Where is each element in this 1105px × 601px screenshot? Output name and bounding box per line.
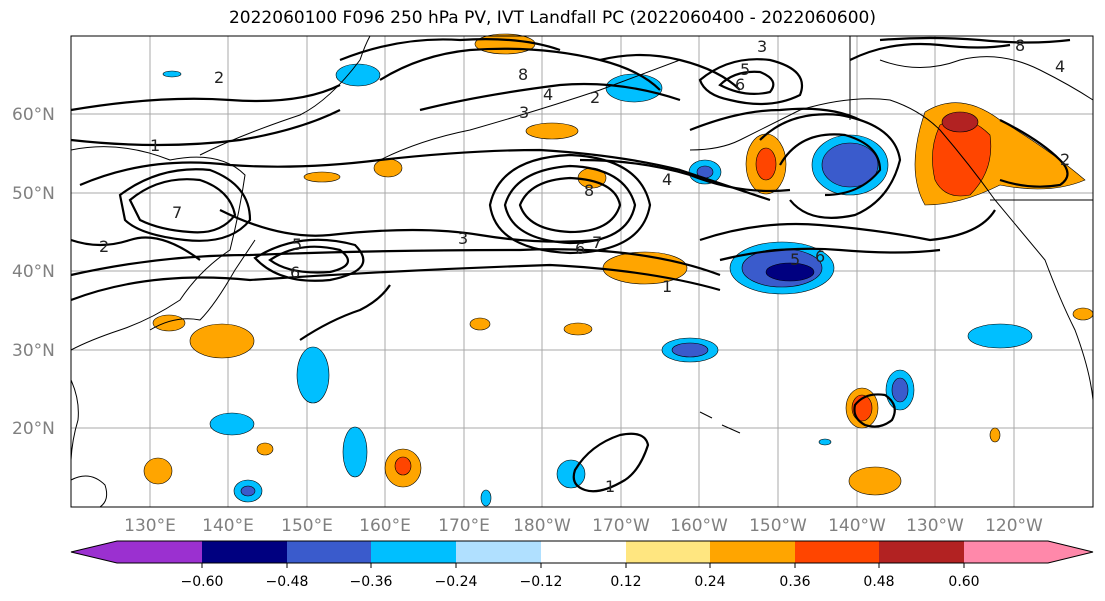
lat-label: 50°N: [12, 184, 55, 204]
lon-label: 150°E: [281, 516, 333, 536]
lat-label: 30°N: [12, 341, 55, 361]
colorbar-tick-label: −0.48: [266, 574, 309, 590]
colorbar-extend-low: [71, 541, 117, 563]
lat-label: 60°N: [12, 105, 55, 125]
contour-label: 7: [172, 203, 182, 222]
contour-label: 5: [740, 60, 750, 79]
lon-label: 130°E: [124, 516, 176, 536]
colorbar-tick-label: 0.60: [948, 574, 979, 590]
graticule: [71, 36, 1093, 507]
lon-label: 170°W: [592, 516, 650, 536]
contour-labels: 2 1 2 7 5 6 3 8 6 7 3 4 2 8 4 5 6 3 5 6 …: [99, 36, 1070, 496]
contour-label: 6: [815, 247, 825, 266]
colorbar-tick-label: 0.12: [610, 574, 641, 590]
lat-label: 20°N: [12, 419, 55, 439]
colorbar-tick-label: −0.60: [181, 574, 224, 590]
contour-label: 4: [662, 170, 672, 189]
colorbar-swatch: [795, 541, 879, 563]
map-frame: [70, 35, 1094, 508]
contour-label: 4: [543, 85, 553, 104]
colorbar-tick-label: −0.12: [520, 574, 563, 590]
contour-label: 3: [519, 103, 529, 122]
colorbar-swatch: [117, 541, 202, 563]
lon-label: 150°W: [749, 516, 807, 536]
colorbar-tick-label: 0.24: [694, 574, 725, 590]
contour-label: 1: [150, 136, 160, 155]
colorbar-swatch: [456, 541, 541, 563]
contour-label: 7: [592, 233, 602, 252]
contour-label: 6: [735, 75, 745, 94]
colorbar-tick-label: 0.48: [863, 574, 894, 590]
lat-label: 40°N: [12, 262, 55, 282]
contour-label: 8: [584, 181, 594, 200]
contour-label: 1: [662, 277, 672, 296]
pv-contours: [70, 36, 1071, 493]
colorbar-swatch: [626, 541, 710, 563]
contour-label: 6: [290, 263, 300, 282]
colorbar-tick-label: −0.24: [435, 574, 478, 590]
colorbar-swatch: [964, 541, 1048, 563]
colorbar: −0.60 −0.48 −0.36 −0.24 −0.12 0.12 0.24 …: [70, 540, 1094, 590]
map-title: 2022060100 F096 250 hPa PV, IVT Landfall…: [228, 8, 876, 28]
contour-label: 4: [1055, 57, 1065, 76]
contour-label: 3: [757, 37, 767, 56]
longitude-labels: 130°E 140°E 150°E 160°E 170°E 180°W 170°…: [124, 516, 1043, 536]
colorbar-tick-label: −0.36: [350, 574, 393, 590]
colorbar-swatch: [287, 541, 371, 563]
contour-label: 2: [99, 237, 109, 256]
lon-label: 170°E: [438, 516, 490, 536]
contour-label: 5: [292, 235, 302, 254]
colorbar-swatch: [202, 541, 287, 563]
colorbar-swatch: [879, 541, 964, 563]
contour-label: 6: [575, 239, 585, 258]
lon-label: 130°W: [906, 516, 964, 536]
contour-label: 2: [590, 88, 600, 107]
contour-label: 2: [1060, 150, 1070, 169]
latitude-labels: 60°N 50°N 40°N 30°N 20°N: [12, 105, 55, 439]
contour-label: 8: [1015, 36, 1025, 55]
lon-label: 140°E: [202, 516, 254, 536]
contour-label: 3: [458, 229, 468, 248]
colorbar-swatch: [710, 541, 795, 563]
colorbar-swatch: [371, 541, 456, 563]
colorbar-tick-label: 0.36: [779, 574, 810, 590]
colorbar-extend-high: [1048, 541, 1093, 563]
contour-label: 2: [214, 68, 224, 87]
contour-label: 1: [605, 477, 615, 496]
contour-label: 5: [790, 250, 800, 269]
lon-label: 120°W: [985, 516, 1043, 536]
lon-label: 160°W: [670, 516, 728, 536]
contour-label: 8: [518, 65, 528, 84]
colorbar-swatch: [541, 541, 626, 563]
lon-label: 160°E: [359, 516, 411, 536]
lon-label: 140°W: [828, 516, 886, 536]
lon-label: 180°W: [513, 516, 571, 536]
